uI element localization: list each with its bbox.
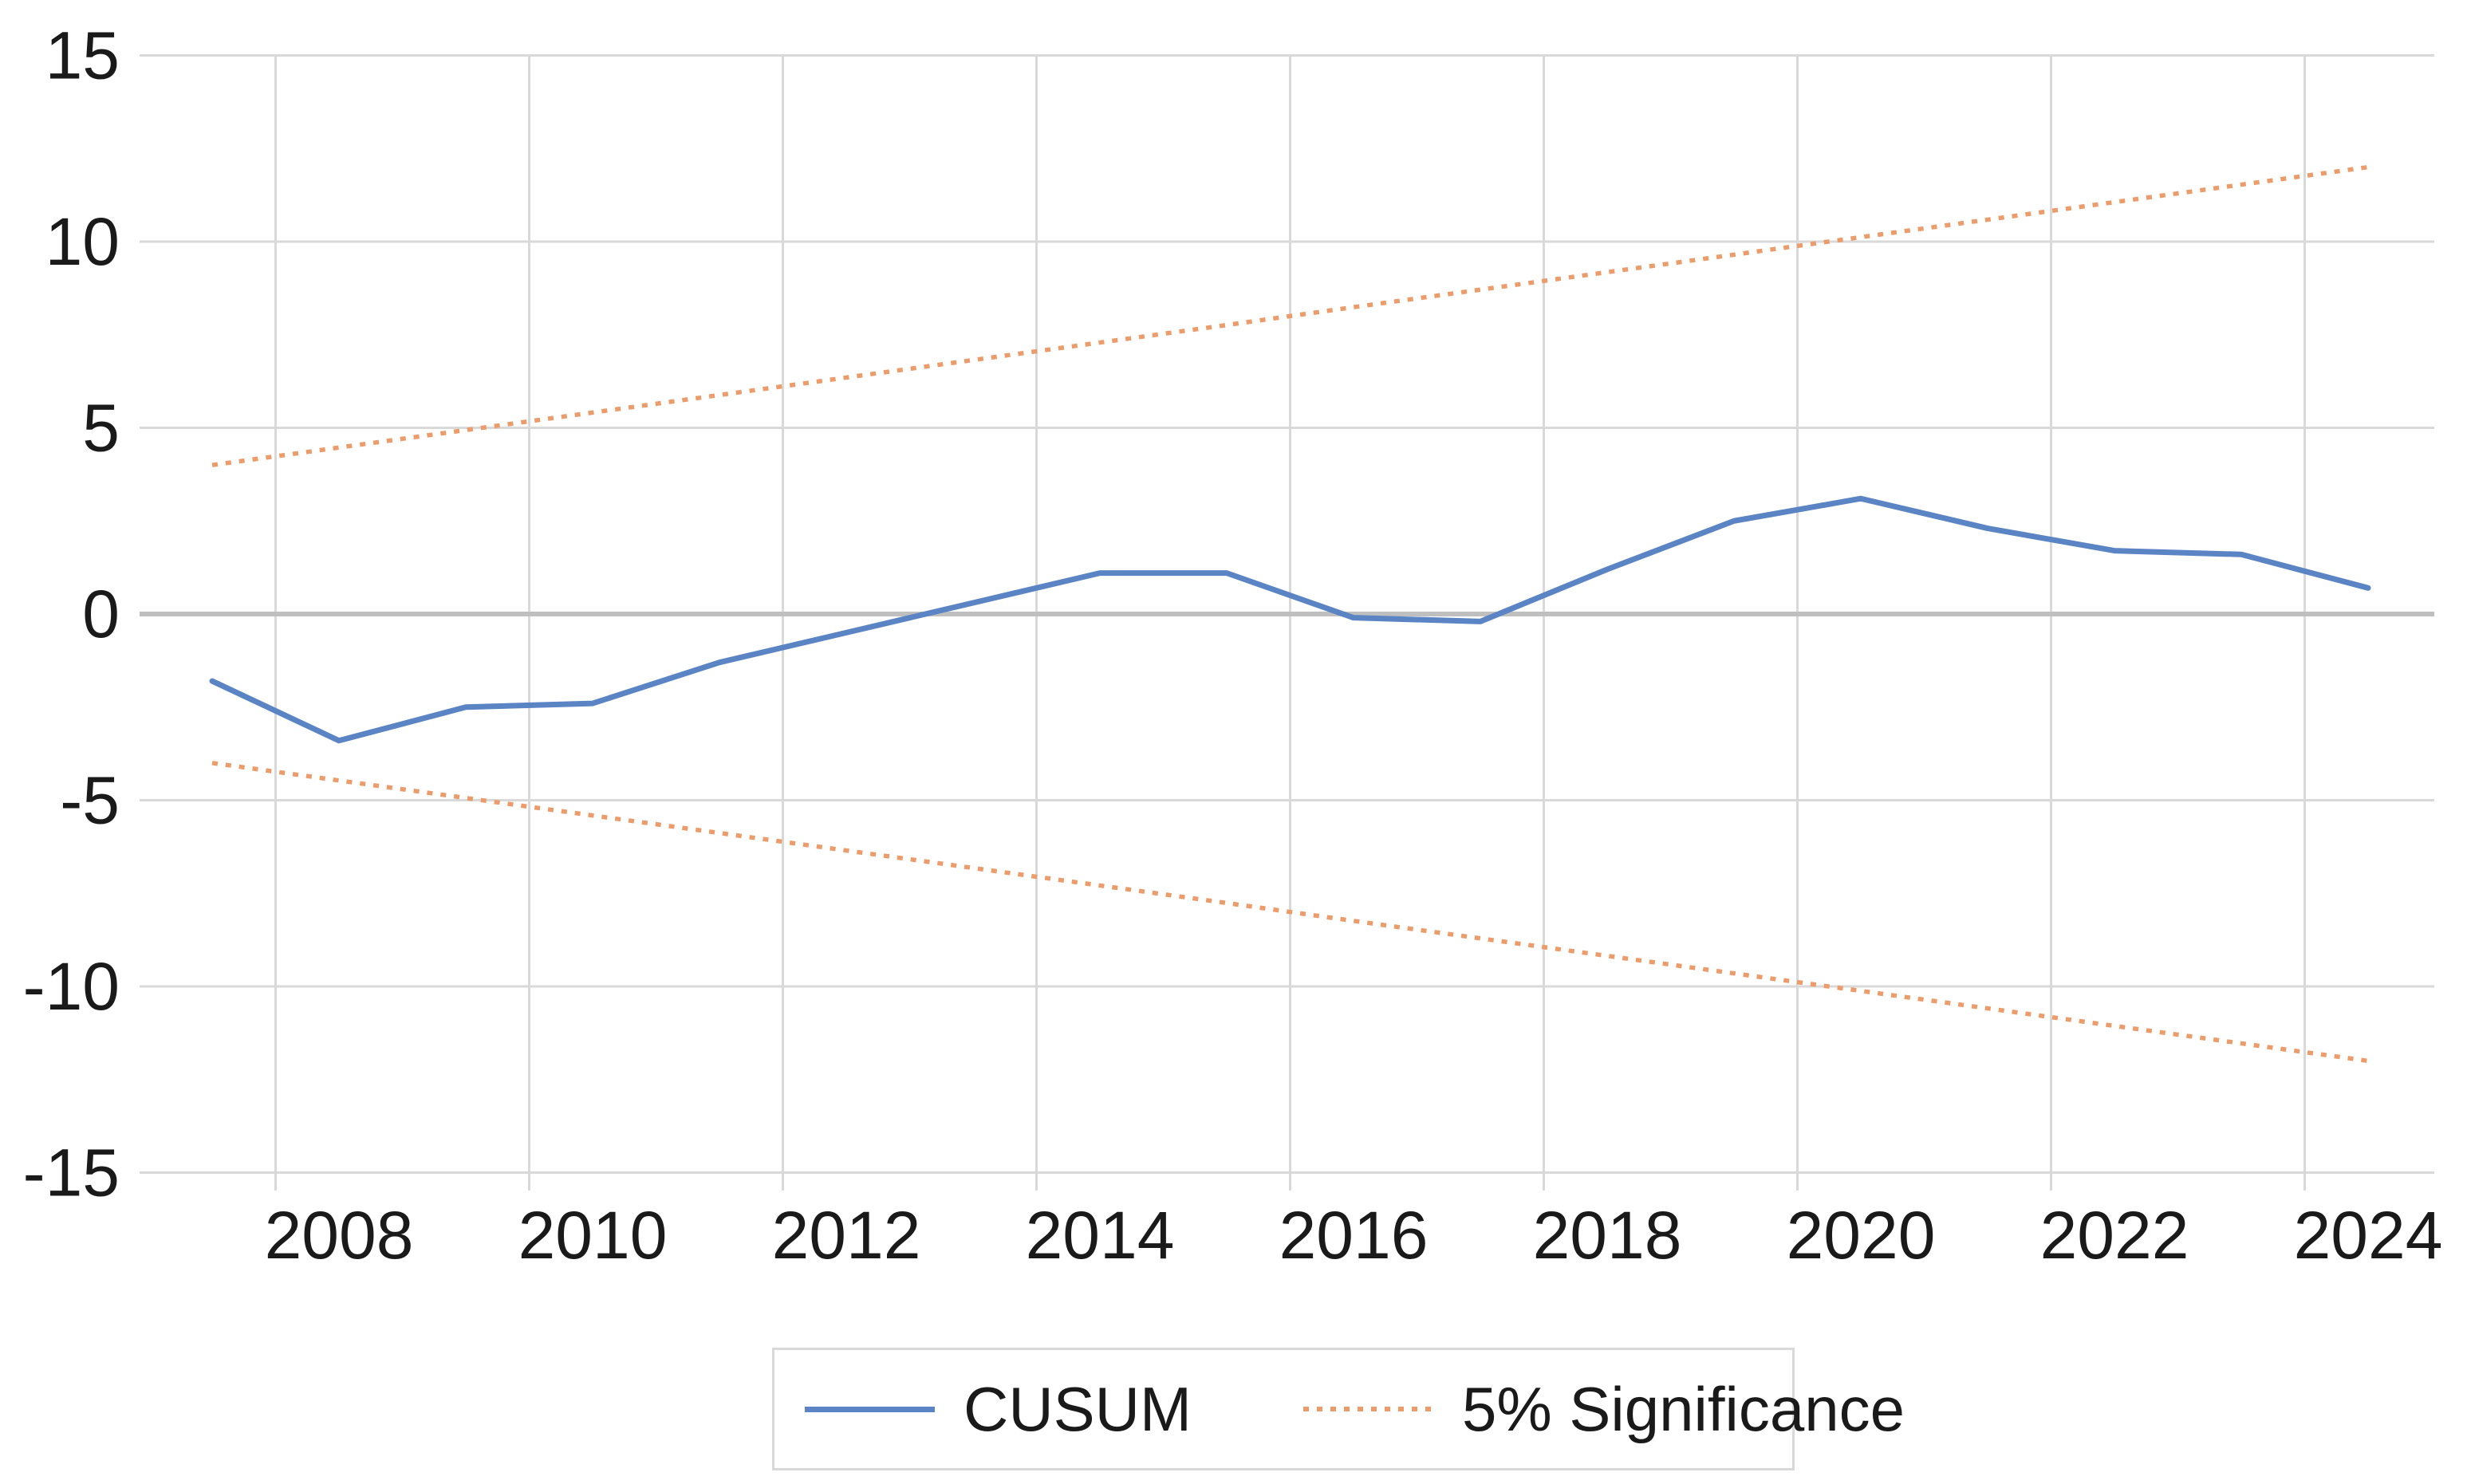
legend-cusum-line-sample [805,1406,935,1412]
legend-significance-line-sample [1303,1407,1433,1411]
y-axis-tick-label: 0 [82,577,120,651]
x-axis-tick-label: 2022 [2040,1198,2189,1273]
series-line-5-significance-upper- [211,164,2369,467]
y-axis-tick-label: 15 [45,18,120,93]
x-axis-tick-label: 2008 [265,1198,414,1273]
series-line-5-significance-lower- [211,761,2369,1064]
y-axis-tick-label: 10 [45,204,120,279]
x-axis-tick-label: 2018 [1533,1198,1682,1273]
legend-cusum-label: CUSUM [964,1374,1192,1444]
y-axis-tick-label: -15 [23,1136,120,1210]
series-line-cusum [209,495,2371,744]
y-axis-tick-label: -5 [60,763,120,838]
legend: CUSUM 5% Significance [772,1348,1905,1470]
legend-significance-label: 5% Significance [1462,1374,1905,1444]
x-axis-tick-label: 2024 [2294,1198,2443,1273]
x-axis-tick-label: 2012 [772,1198,921,1273]
y-axis-tick-label: -10 [23,949,120,1024]
x-axis-tick-label: 2020 [1787,1198,1936,1273]
x-axis-tick-label: 2016 [1279,1198,1429,1273]
x-axis-tick-label: 2010 [518,1198,668,1273]
y-axis-tick-label: 5 [82,391,120,466]
x-axis-tick-label: 2014 [1026,1198,1175,1273]
